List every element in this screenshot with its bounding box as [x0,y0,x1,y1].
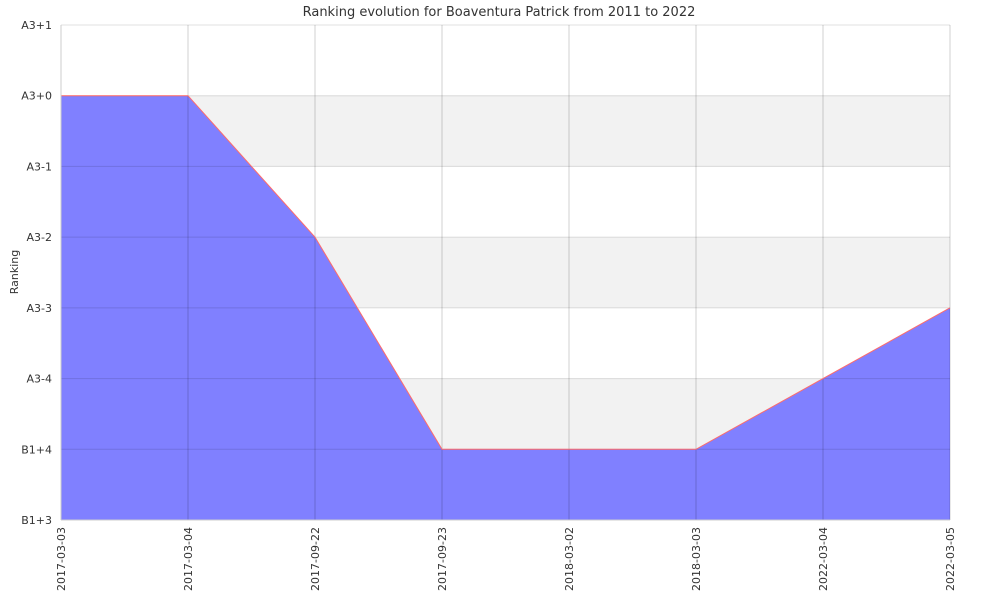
series-line [61,95,951,450]
y-tick-label: A3-1 [27,160,53,173]
x-tick-label: 2017-03-04 [182,527,195,591]
y-tick-label: A3+0 [21,90,52,103]
y-tick-label: B1+4 [21,443,52,456]
y-axis-label: Ranking [8,250,21,295]
x-tick-label: 2018-03-03 [690,527,703,591]
y-tick-label: B1+3 [21,514,52,527]
x-tick-label: 2022-03-04 [817,527,830,591]
y-tick-label: A3-2 [27,231,53,244]
x-tick-label: 2017-09-23 [436,527,449,591]
chart-title: Ranking evolution for Boaventura Patrick… [303,5,696,20]
y-tick-label: A3-4 [27,373,53,386]
axis-layer: A3+1A3+0A3-1A3-2A3-3A3-4B1+4B1+32017-03-… [21,19,957,591]
y-tick-label: A3+1 [21,19,52,32]
y-tick-label: A3-3 [27,302,53,315]
x-tick-label: 2022-03-05 [944,527,957,591]
x-tick-label: 2017-09-22 [309,527,322,591]
line-layer [61,95,951,450]
x-tick-label: 2017-03-03 [55,527,68,591]
x-tick-label: 2018-03-02 [563,527,576,591]
